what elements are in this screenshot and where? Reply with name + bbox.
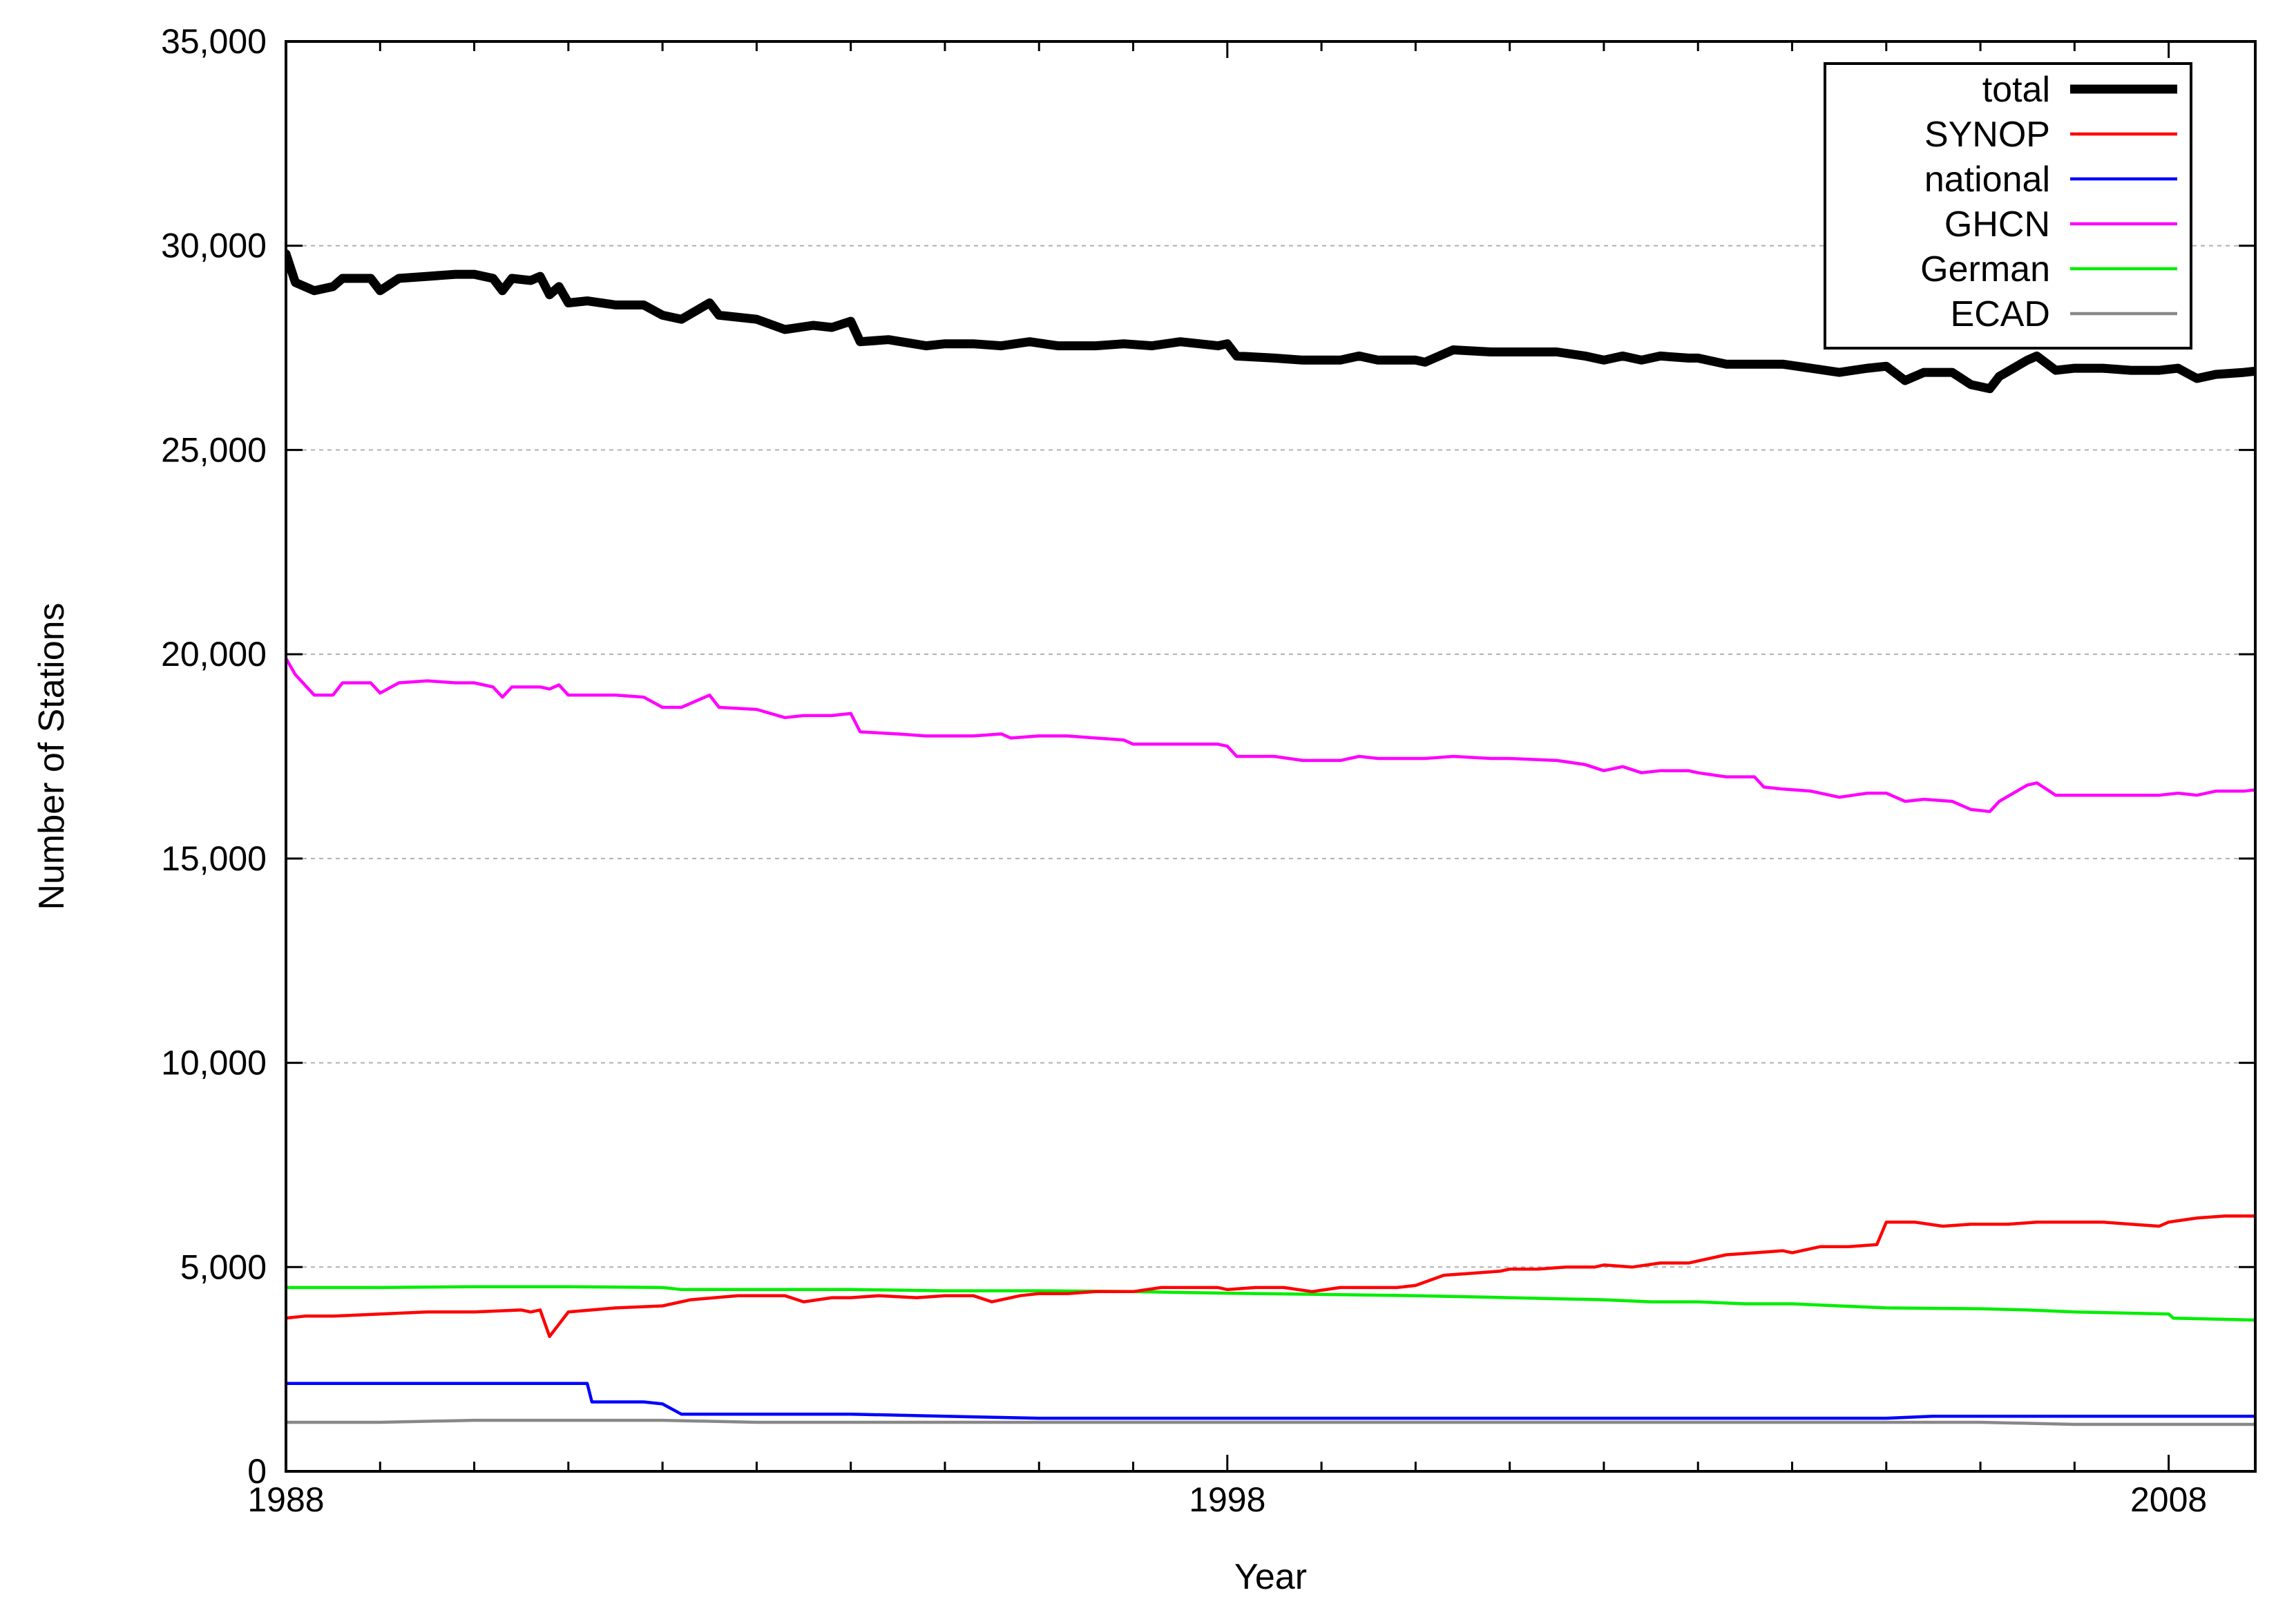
y-tick-label: 0 [247, 1452, 267, 1491]
y-tick-label: 30,000 [161, 227, 267, 265]
y-tick-label: 5,000 [180, 1248, 267, 1286]
axis-ticks [285, 40, 2255, 1473]
y-tick-label: 20,000 [161, 635, 267, 674]
y-tick-label: 35,000 [161, 22, 267, 61]
legend-label-ghcn: GHCN [1944, 204, 2050, 245]
y-tick-label: 15,000 [161, 839, 267, 878]
y-axis-label: Number of Stations [32, 602, 72, 910]
x-tick-label: 2008 [2130, 1480, 2207, 1519]
y-tick-label: 10,000 [161, 1044, 267, 1082]
series-lines [286, 249, 2255, 1426]
series-line-synop [286, 1214, 2255, 1339]
tick-labels: 0 5,000 10,000 15,000 20,000 25,000 30,000 35,0… [161, 22, 2207, 1519]
legend-label-total: total [1982, 70, 2050, 110]
series-line-ecad [286, 1418, 2255, 1426]
legend-label-synop: SYNOP [1924, 115, 2050, 155]
x-tick-label: 1998 [1189, 1480, 1265, 1519]
series-line-national [286, 1382, 2255, 1420]
plot-frame [285, 40, 2257, 1473]
y-tick-label: 25,000 [161, 430, 267, 469]
series-line-total [286, 249, 2255, 394]
legend-label-ecad: ECAD [1951, 294, 2050, 334]
x-axis-label: Year [1234, 1557, 1307, 1597]
legend-label-german: German [1920, 249, 2050, 289]
x-tick-label: 1988 [247, 1480, 324, 1519]
legend-label-national: national [1924, 160, 2050, 200]
series-line-ghcn [286, 656, 2255, 814]
legend-box [1824, 62, 2192, 350]
series-line-german [286, 1285, 2255, 1322]
